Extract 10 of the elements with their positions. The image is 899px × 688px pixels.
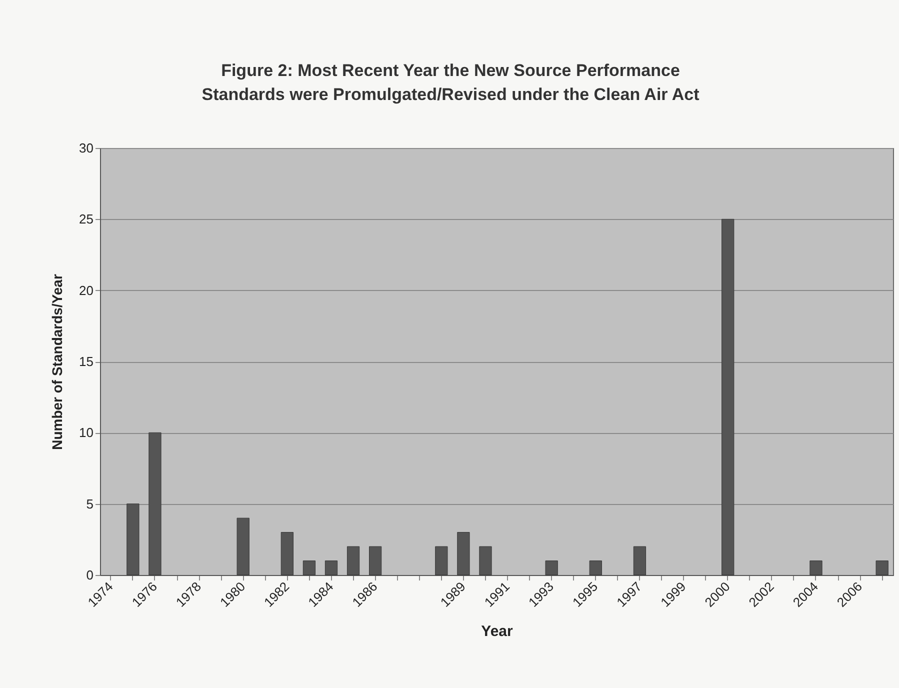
y-axis-title: Number of Standards/Year: [49, 274, 66, 450]
y-tick-label: 0: [86, 568, 94, 582]
chart-title: Figure 2: Most Recent Year the New Source Performance Standards were Promulgated/Revised under the Clean Air Act: [202, 61, 700, 104]
y-tick-label: 5: [86, 496, 94, 512]
y-tick-label: 30: [79, 140, 94, 156]
y-tick-label: 20: [79, 282, 94, 298]
y-tick-label: 15: [79, 354, 94, 369]
x-axis-title: Year: [481, 622, 514, 640]
y-tick-label: 25: [79, 212, 94, 227]
y-tick-label: 10: [79, 425, 94, 440]
